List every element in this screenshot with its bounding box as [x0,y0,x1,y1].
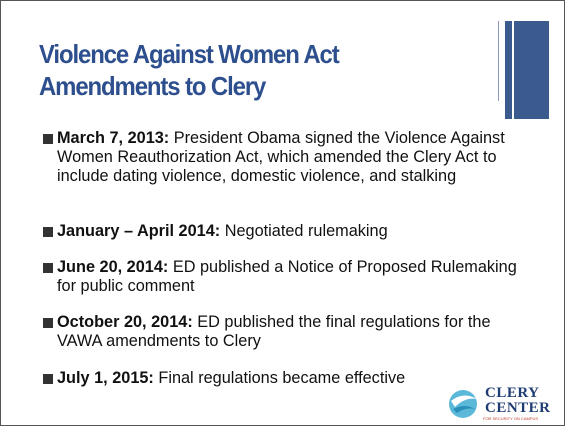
bullet-marker [43,227,53,237]
slide-title: Amendments to Clery [39,71,266,101]
bullet-marker [43,318,53,328]
bullet-date: July 1, 2015: [57,369,154,387]
bullet-body: Final regulations became effective [153,369,406,387]
logo-text: CLERY [485,385,540,401]
bullet-item: June 20, 2014: ED published a Notice of … [43,258,533,296]
bullet-marker [43,134,53,144]
bullet-body: ED published a Notice of Proposed Rulema… [57,258,517,295]
bullet-body: President Obama signed the Violence Agai… [57,129,505,185]
bullet-item: March 7, 2013: President Obama signed th… [43,129,533,186]
logo-tagline: FOR SECURITY ON CAMPUS [483,416,539,421]
bullet-marker [43,374,53,384]
bullet-text: June 20, 2014: ED published a Notice of … [57,258,533,296]
bullet-text: January – April 2014: Negotiated rulemak… [57,222,533,241]
bullet-text: July 1, 2015: Final regulations became e… [57,369,533,388]
bullet-date: January – April 2014: [57,222,221,240]
bullet-body: Negotiated rulemaking [220,222,388,240]
bullet-item: January – April 2014: Negotiated rulemak… [43,222,533,241]
decor-bar-line [512,21,514,119]
decor-line [498,21,499,101]
slide-title: Violence Against Women Act [39,39,340,69]
bullet-date: March 7, 2013: [57,129,170,147]
bullet-marker [43,263,53,273]
bullet-text: October 20, 2014: ED published the final… [57,313,533,351]
bullet-body: ED published the final regulations for t… [57,313,491,350]
logo-text: CENTER [485,400,551,416]
bullet-date: June 20, 2014: [57,258,169,276]
bullet-date: October 20, 2014: [57,313,193,331]
bullet-text: March 7, 2013: President Obama signed th… [57,129,533,186]
bullet-item: July 1, 2015: Final regulations became e… [43,369,533,388]
logo-icon [449,390,477,418]
bullet-item: October 20, 2014: ED published the final… [43,313,533,351]
logo: CLERY CENTER FOR SECURITY ON CAMPUS [445,385,557,421]
